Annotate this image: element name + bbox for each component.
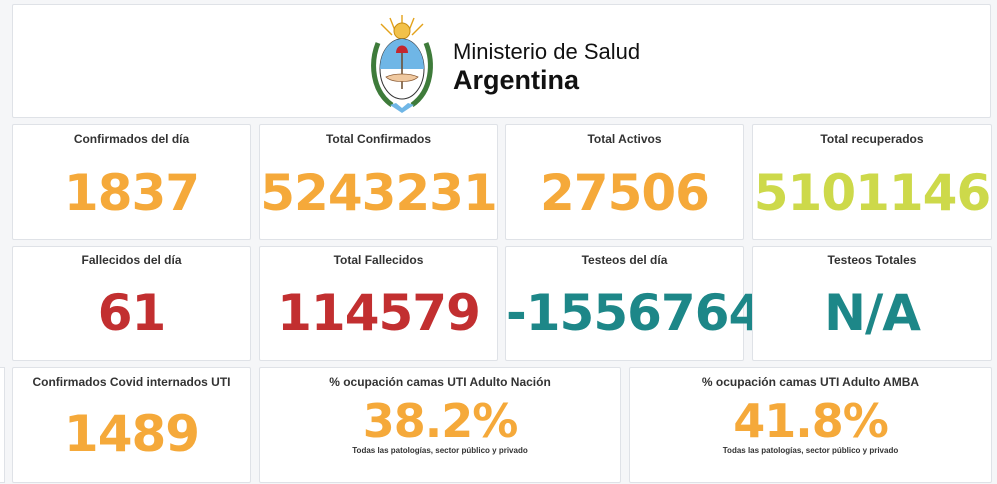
stat-card-fallecidos-dia: Fallecidos del día 61 — [12, 246, 251, 361]
stat-value: 41.8% — [733, 394, 889, 448]
stat-card-total-activos: Total Activos 27506 — [505, 124, 744, 240]
stat-card-testeos-dia: Testeos del día -1556764 — [505, 246, 763, 361]
stat-card-internados-uti: Confirmados Covid internados UTI 1489 — [12, 367, 251, 483]
stat-card-confirmados-dia: Confirmados del día 1837 — [12, 124, 251, 240]
stat-label: Testeos Totales — [827, 253, 917, 267]
stat-value: 27506 — [540, 164, 710, 222]
stat-label: % ocupación camas UTI Adulto Nación — [329, 375, 551, 389]
stat-value: 114579 — [277, 284, 481, 342]
stat-label: Total Activos — [587, 132, 662, 146]
stat-value: -1556764 — [506, 284, 763, 342]
stat-value: 1489 — [63, 405, 200, 463]
stat-label: Confirmados Covid internados UTI — [32, 375, 231, 389]
stat-label: % ocupación camas UTI Adulto AMBA — [701, 375, 920, 389]
left-edge-fragment — [0, 367, 5, 483]
stat-card-total-fallecidos: Total Fallecidos 114579 — [259, 246, 498, 361]
stat-value: 5101146 — [753, 164, 992, 222]
stat-value: 61 — [97, 284, 167, 342]
stat-label: Testeos del día — [581, 253, 668, 267]
stat-label: Total Confirmados — [325, 132, 432, 146]
stat-value: 5243231 — [260, 164, 498, 222]
ministry-brand: Ministerio de Salud Argentina — [453, 39, 640, 95]
stat-note: Todas las patologías, sector público y p… — [722, 446, 899, 455]
stat-value: 1837 — [63, 164, 200, 222]
stat-card-ocupacion-nacion: % ocupación camas UTI Adulto Nación 38.2… — [259, 367, 621, 483]
ministry-name: Ministerio de Salud — [453, 39, 641, 64]
stat-label: Total recuperados — [820, 132, 924, 146]
country-name: Argentina — [453, 65, 580, 95]
stat-value: N/A — [824, 284, 921, 342]
stat-value: 38.2% — [362, 394, 519, 448]
stat-label: Confirmados del día — [73, 132, 190, 146]
stat-note: Todas las patologías, sector público y p… — [352, 446, 528, 455]
header-card: Ministerio de Salud Argentina — [12, 4, 991, 118]
stat-label: Fallecidos del día — [81, 253, 182, 267]
stat-card-total-recuperados: Total recuperados 5101146 — [752, 124, 992, 240]
coat-of-arms-icon — [371, 15, 433, 113]
stat-card-testeos-totales: Testeos Totales N/A — [752, 246, 992, 361]
stat-label: Total Fallecidos — [333, 253, 424, 267]
stat-card-ocupacion-amba: % ocupación camas UTI Adulto AMBA 41.8% … — [629, 367, 992, 483]
stat-card-total-confirmados: Total Confirmados 5243231 — [259, 124, 498, 240]
